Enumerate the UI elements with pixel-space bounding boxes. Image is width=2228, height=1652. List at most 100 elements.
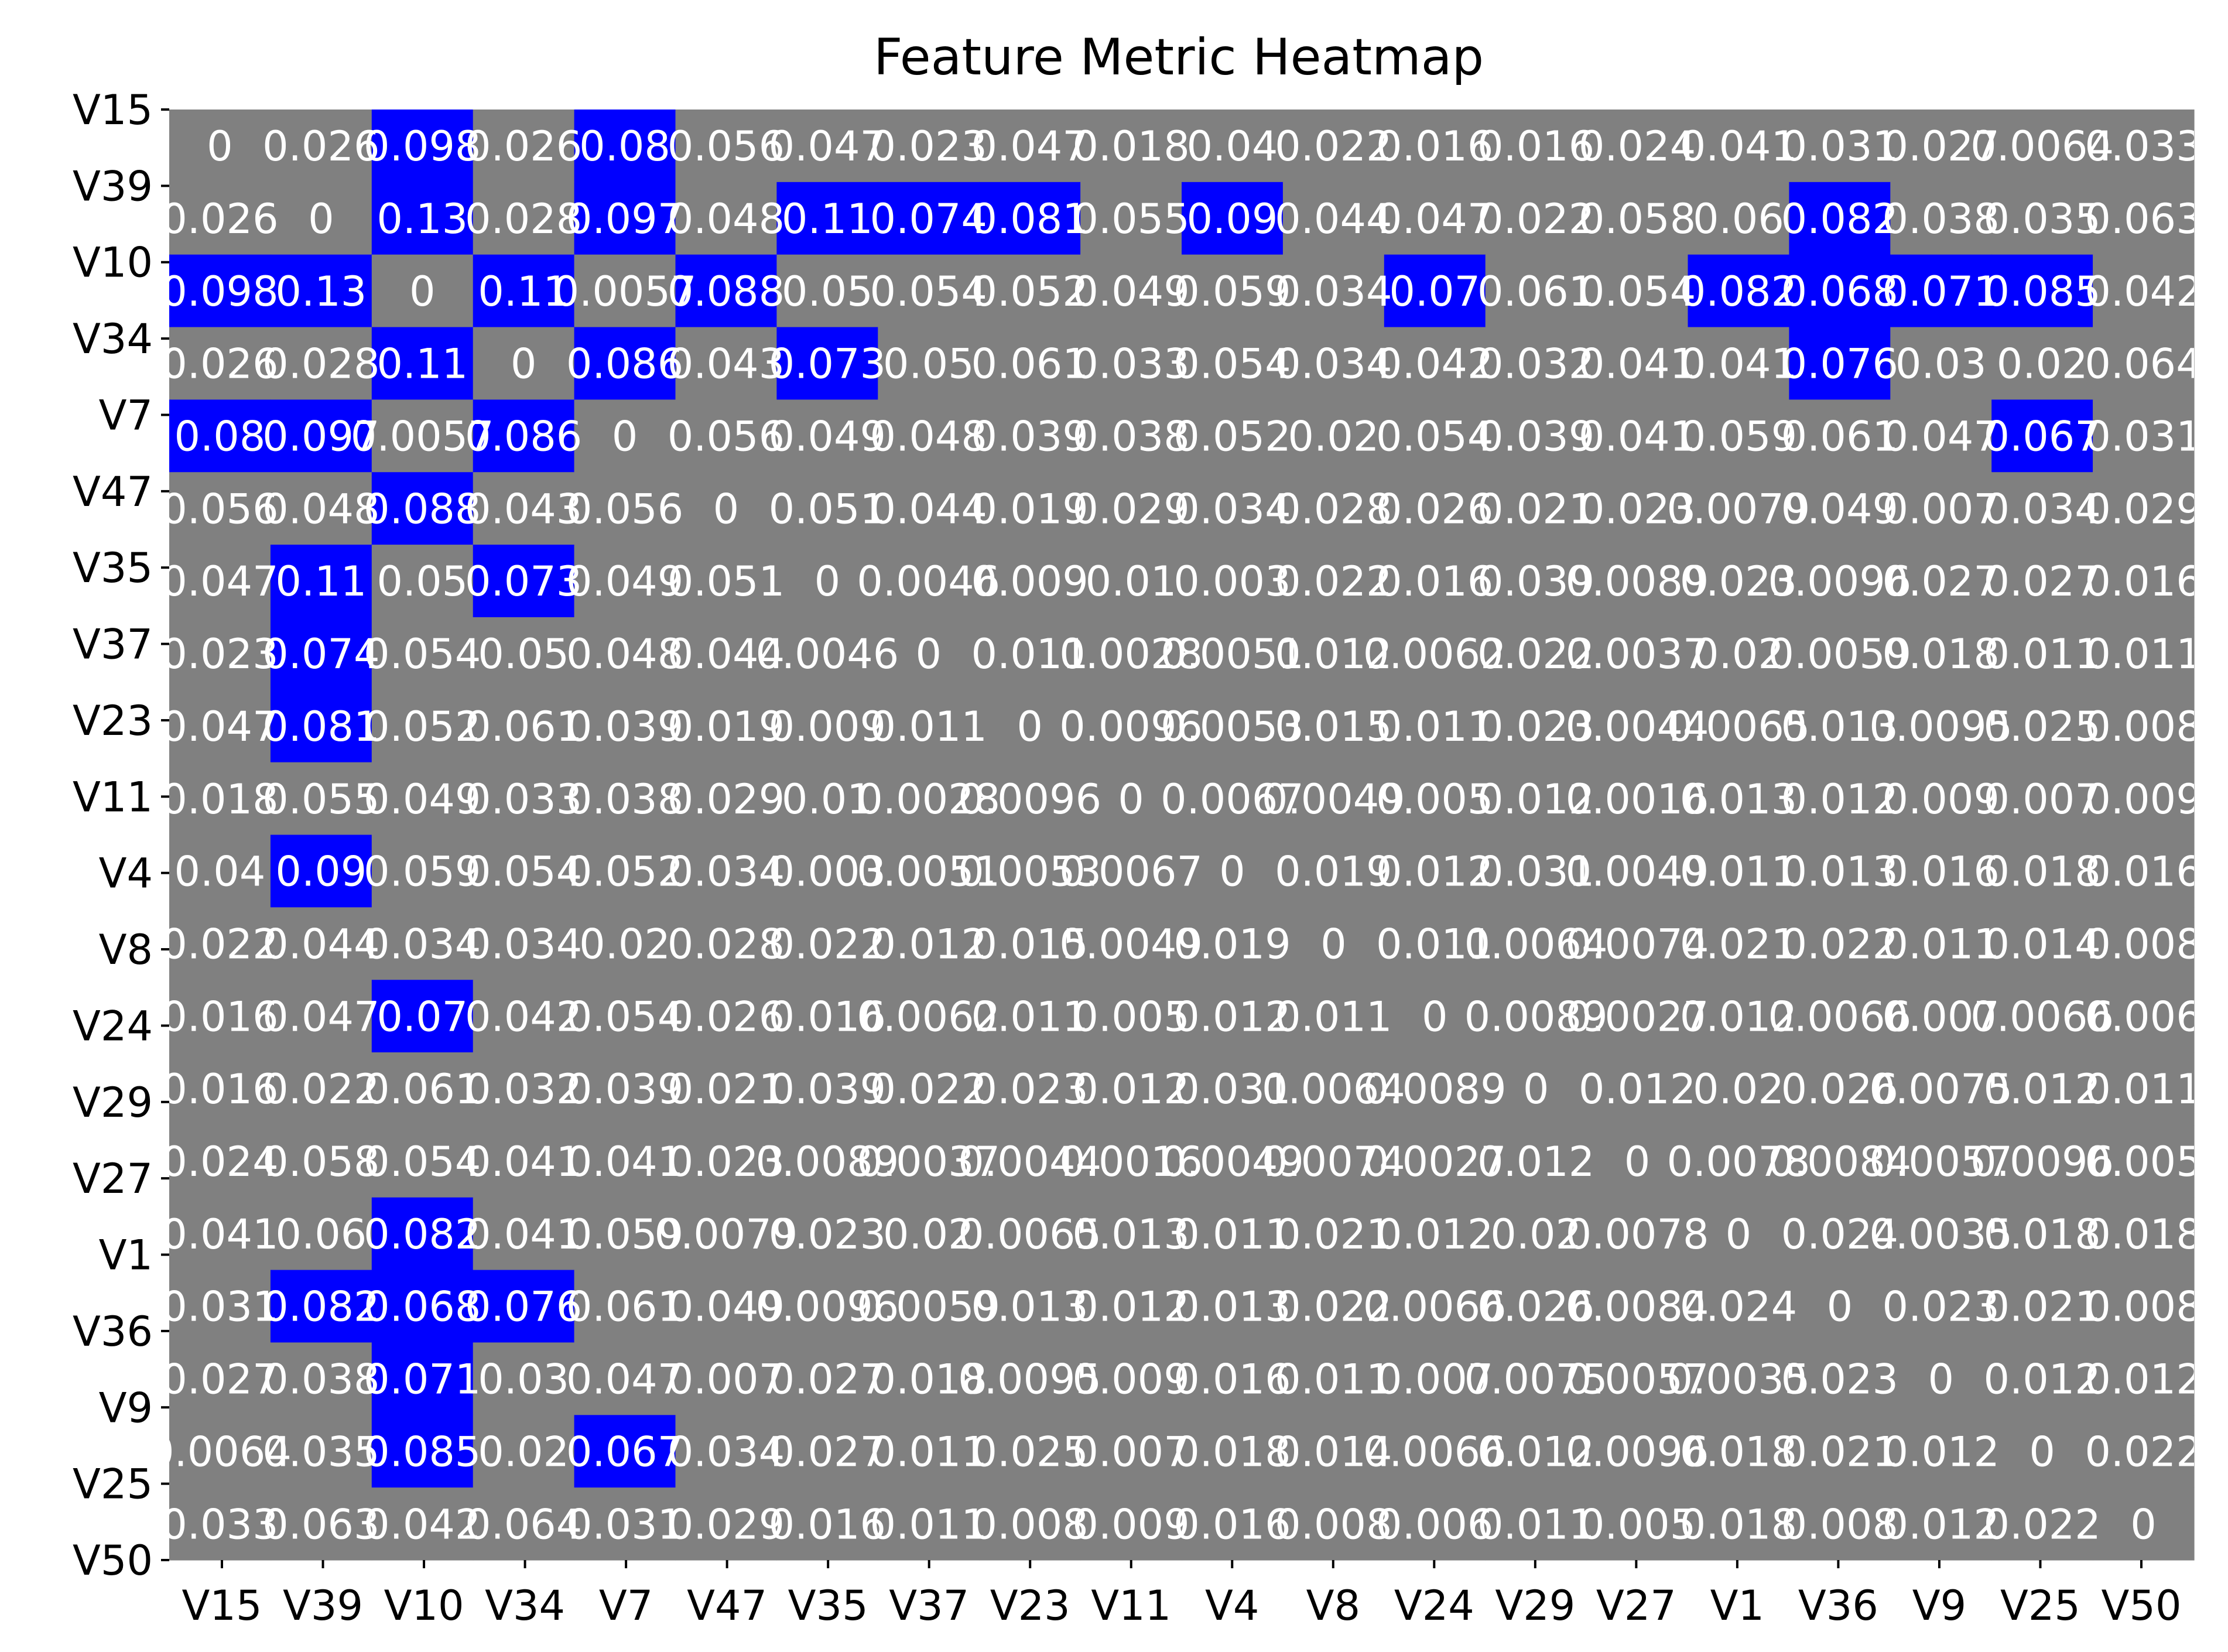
cell-value-label: 0.082 xyxy=(262,1283,379,1331)
cell-value-label: 0.049 xyxy=(668,1283,785,1331)
heatmap-cell xyxy=(1890,1052,1992,1126)
cell-value-label: 0.044 xyxy=(668,630,785,678)
cell-value-label: 0.022 xyxy=(1983,1500,2100,1548)
heatmap-cell xyxy=(1991,1124,2093,1198)
heatmap-cell xyxy=(1789,834,1891,908)
heatmap-cell xyxy=(473,399,575,473)
cell-value-label: 0.011 xyxy=(870,1428,987,1476)
heatmap-cell xyxy=(1384,254,1486,328)
heatmap-cell xyxy=(776,689,878,763)
cell-value-label: 0.012 xyxy=(1275,630,1392,678)
heatmap-cell xyxy=(675,834,777,908)
cell-value-label: 0.041 xyxy=(1579,340,1696,388)
cell-value-label: 0.056 xyxy=(668,413,785,461)
cell-value-label: 0.071 xyxy=(1883,268,2000,316)
cell-value-label: 0.026 xyxy=(161,340,278,388)
heatmap-cell xyxy=(1282,182,1385,255)
cell-value-label: 0.067 xyxy=(566,1428,683,1476)
y-tick-label: V29 xyxy=(73,1079,153,1127)
cell-value-label: 0.011 xyxy=(1173,1210,1291,1258)
cell-value-label: 0.026 xyxy=(161,195,278,243)
cell-value-label: 0.022 xyxy=(2085,1428,2202,1476)
heatmap-cell xyxy=(1182,1124,1284,1198)
cell-value-label: 0.012 xyxy=(1781,775,1898,823)
heatmap-cell xyxy=(473,472,575,545)
cell-value-label: 0.02 xyxy=(1693,1065,1784,1113)
heatmap-cell xyxy=(1890,834,1992,908)
y-tick-label: V27 xyxy=(73,1155,153,1203)
cell-value-label: 0.054 xyxy=(1173,340,1291,388)
heatmap-cell xyxy=(1586,980,1689,1053)
cell-value-label: 0.009 xyxy=(1883,775,2000,823)
heatmap-cell xyxy=(1080,834,1182,908)
heatmap-cells xyxy=(169,110,2195,1561)
heatmap-cell xyxy=(1080,1124,1182,1198)
cell-value-label: 0.0035 xyxy=(1666,1356,1810,1404)
heatmap-cell xyxy=(776,1052,878,1126)
heatmap-cell xyxy=(1080,980,1182,1053)
cell-value-label: 0.054 xyxy=(870,268,987,316)
heatmap-cell xyxy=(169,980,271,1053)
cell-value-label: 0.13 xyxy=(377,195,468,243)
cell-value-label: 0.0066 xyxy=(1970,993,2114,1041)
heatmap-cell xyxy=(1282,1124,1385,1198)
cell-value-label: 0.034 xyxy=(1275,340,1392,388)
cell-value-label: 0.068 xyxy=(364,1283,481,1331)
heatmap-cell xyxy=(574,762,676,836)
heatmap-cell xyxy=(371,834,474,908)
cell-value-label: 0.08 xyxy=(579,122,670,170)
heatmap-cell xyxy=(675,1342,777,1415)
heatmap-cell xyxy=(776,907,878,980)
cell-value-label: 0.014 xyxy=(1275,1428,1392,1476)
heatmap-cell xyxy=(371,1270,474,1343)
heatmap-cell xyxy=(1485,907,1587,980)
cell-value-label: 0.086 xyxy=(566,340,683,388)
heatmap-cell xyxy=(1890,1270,1992,1343)
cell-value-label: 0.042 xyxy=(1376,340,1493,388)
cell-value-label: 0.007 xyxy=(1983,775,2100,823)
heatmap-cell xyxy=(1991,182,2093,255)
cell-value-label: 0.026 xyxy=(465,122,582,170)
heatmap-cell xyxy=(979,907,1081,980)
heatmap-cell xyxy=(1991,1487,2093,1561)
cell-value-label: 0.044 xyxy=(1275,195,1392,243)
heatmap-cell xyxy=(1890,327,1992,400)
y-tick-label: V15 xyxy=(73,86,153,134)
heatmap-cell xyxy=(169,327,271,400)
cell-value-label: 0.005 xyxy=(2085,1138,2202,1186)
heatmap-cell xyxy=(473,617,575,690)
heatmap-cell xyxy=(1890,617,1992,690)
cell-value-label: 0.098 xyxy=(364,122,481,170)
heatmap-cell xyxy=(878,1270,980,1343)
cell-value-label: 0.0046 xyxy=(755,630,899,678)
cell-value-label: 0.0049 xyxy=(1059,920,1203,968)
cell-value-label: 0.042 xyxy=(465,993,582,1041)
heatmap-cell xyxy=(878,545,980,618)
cell-value-label: 0.047 xyxy=(769,122,886,170)
heatmap-cell xyxy=(1991,1270,2093,1343)
heatmap-cell xyxy=(1282,327,1385,400)
cell-value-label: 0.021 xyxy=(668,1065,785,1113)
heatmap-cell xyxy=(1080,1270,1182,1343)
cell-value-label: 0.022 xyxy=(1477,630,1594,678)
cell-value-label: 0.033 xyxy=(465,775,582,823)
cell-value-label: 0.051 xyxy=(769,485,886,533)
cell-value-label: 0.048 xyxy=(566,630,683,678)
heatmap-cell xyxy=(1789,1487,1891,1561)
cell-value-label: 0.0079 xyxy=(654,1210,798,1258)
cell-value-label: 0.0084 xyxy=(1768,1138,1911,1186)
cell-value-label: 0.011 xyxy=(1983,630,2100,678)
cell-value-label: 0.0095 xyxy=(1869,703,2013,751)
cell-value-label: 0.005 xyxy=(1072,993,1189,1041)
cell-value-label: 0.0057 xyxy=(553,268,697,316)
cell-value-label: 0 xyxy=(1017,703,1043,751)
cell-value-label: 0 xyxy=(409,268,436,316)
cell-value-label: 0.01 xyxy=(782,775,873,823)
y-tick-label: V34 xyxy=(73,315,153,363)
cell-value-label: 0.011 xyxy=(1883,920,2000,968)
heatmap-cell xyxy=(1991,399,2093,473)
cell-value-label: 0.011 xyxy=(870,1500,987,1548)
cell-value-label: 0 xyxy=(1320,920,1347,968)
heatmap-cell xyxy=(878,1415,980,1488)
cell-value-label: 0.054 xyxy=(1579,268,1696,316)
